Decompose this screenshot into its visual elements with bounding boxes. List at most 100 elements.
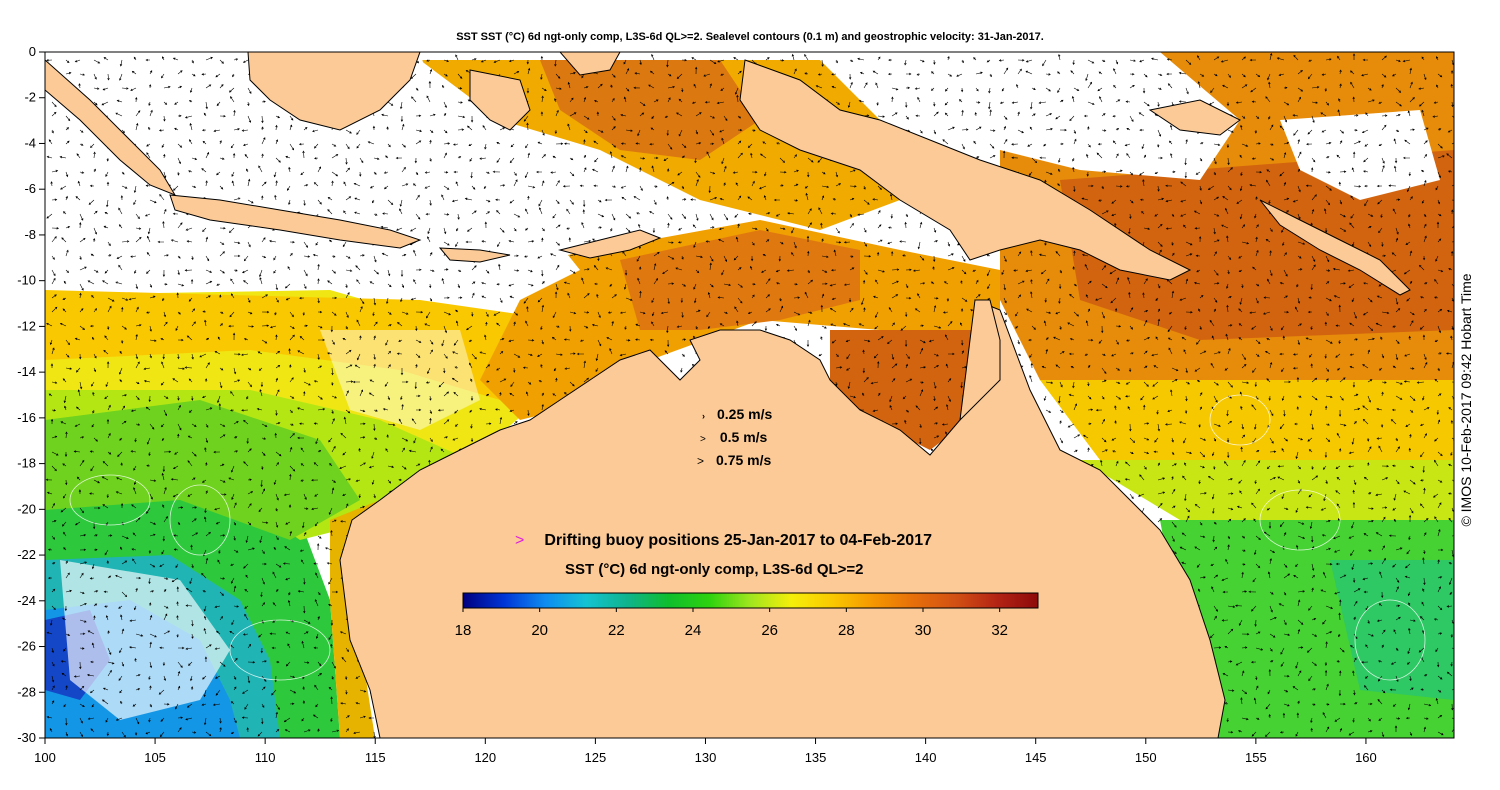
velocity-arrow	[415, 353, 421, 358]
velocity-arrow	[65, 59, 70, 64]
velocity-arrow	[79, 143, 84, 146]
velocity-arrow	[1422, 255, 1426, 261]
velocity-arrow	[64, 405, 67, 411]
velocity-arrow	[961, 128, 969, 131]
velocity-arrow	[77, 389, 81, 397]
velocity-arrow	[79, 308, 84, 313]
velocity-arrow	[162, 56, 165, 61]
velocity-arrow	[541, 180, 545, 187]
velocity-arrow	[779, 241, 784, 245]
velocity-arrow	[303, 283, 307, 290]
velocity-arrow	[356, 353, 361, 361]
velocity-arrow	[619, 311, 627, 314]
velocity-arrow	[121, 129, 125, 134]
velocity-arrow	[596, 111, 600, 117]
velocity-arrow	[1058, 53, 1061, 61]
velocity-arrow	[1282, 335, 1286, 341]
velocity-arrow	[703, 73, 711, 77]
velocity-arrow	[649, 211, 655, 215]
velocity-arrow	[709, 129, 715, 136]
velocity-arrow	[875, 279, 879, 285]
velocity-arrow	[163, 254, 169, 257]
velocity-arrow	[1297, 465, 1301, 470]
velocity-arrow	[441, 277, 445, 285]
velocity-arrow	[485, 269, 490, 274]
velocity-arrow	[231, 171, 235, 177]
velocity-arrow	[1017, 339, 1020, 345]
velocity-arrow	[1283, 101, 1290, 106]
velocity-arrow	[1057, 71, 1061, 75]
velocity-arrow	[443, 436, 448, 439]
velocity-arrow	[429, 129, 434, 134]
velocity-arrow	[101, 476, 109, 481]
velocity-arrow	[509, 295, 515, 299]
velocity-arrow	[541, 227, 545, 232]
velocity-arrow	[723, 283, 732, 287]
velocity-arrow	[527, 269, 533, 273]
velocity-arrow	[1339, 227, 1347, 232]
velocity-arrow	[90, 465, 95, 472]
velocity-arrow	[593, 140, 599, 145]
velocity-arrow	[297, 350, 305, 355]
velocity-arrow	[625, 213, 632, 219]
velocity-arrow	[289, 334, 295, 341]
velocity-arrow	[1269, 124, 1274, 131]
velocity-arrow	[1017, 68, 1022, 75]
velocity-arrow	[313, 380, 319, 383]
velocity-arrow	[1311, 255, 1316, 262]
velocity-arrow	[453, 391, 459, 397]
velocity-arrow	[1073, 250, 1076, 257]
velocity-arrow	[329, 239, 333, 243]
velocity-arrow	[400, 297, 403, 303]
velocity-arrow	[582, 209, 586, 215]
velocity-arrow	[275, 451, 282, 457]
velocity-arrow	[368, 465, 375, 469]
velocity-arrow	[862, 392, 865, 397]
velocity-arrow	[1353, 421, 1357, 425]
velocity-arrow	[443, 241, 450, 246]
velocity-arrow	[1139, 198, 1145, 202]
velocity-arrow	[1325, 479, 1328, 485]
velocity-arrow	[1351, 437, 1355, 445]
velocity-arrow	[1336, 432, 1341, 439]
velocity-arrow	[205, 407, 213, 411]
velocity-arrow	[1437, 419, 1441, 425]
velocity-arrow	[1451, 226, 1454, 229]
velocity-arrow	[695, 213, 699, 221]
velocity-arrow	[88, 199, 95, 205]
velocity-arrow	[527, 283, 534, 287]
velocity-arrow	[1268, 395, 1271, 401]
velocity-arrow	[905, 86, 911, 90]
velocity-arrow	[1101, 379, 1107, 383]
velocity-arrow	[275, 139, 279, 145]
velocity-arrow	[79, 292, 82, 299]
velocity-arrow	[1150, 57, 1159, 61]
velocity-arrow	[331, 255, 336, 258]
velocity-arrow	[413, 249, 417, 257]
velocity-arrow	[1154, 437, 1159, 443]
velocity-arrow	[106, 361, 110, 369]
velocity-arrow	[373, 437, 378, 440]
velocity-arrow	[1045, 381, 1054, 384]
velocity-arrow	[345, 167, 351, 173]
velocity-arrow	[513, 227, 517, 232]
velocity-arrow	[317, 365, 323, 369]
velocity-arrow	[681, 255, 684, 260]
velocity-arrow	[485, 393, 490, 397]
velocity-arrow	[1227, 167, 1233, 173]
velocity-arrow	[107, 305, 112, 313]
velocity-arrow	[933, 129, 936, 135]
velocity-arrow	[1240, 171, 1243, 177]
velocity-arrow	[48, 393, 53, 397]
velocity-arrow	[1167, 337, 1173, 341]
velocity-arrow	[523, 297, 529, 304]
velocity-arrow	[1101, 59, 1106, 62]
velocity-arrow	[1139, 128, 1145, 132]
velocity-arrow	[261, 255, 267, 259]
velocity-arrow	[48, 139, 53, 145]
velocity-arrow	[1254, 213, 1257, 219]
velocity-arrow	[1296, 283, 1299, 288]
velocity-arrow	[1015, 311, 1019, 317]
velocity-arrow	[302, 150, 305, 159]
velocity-arrow	[303, 255, 311, 258]
